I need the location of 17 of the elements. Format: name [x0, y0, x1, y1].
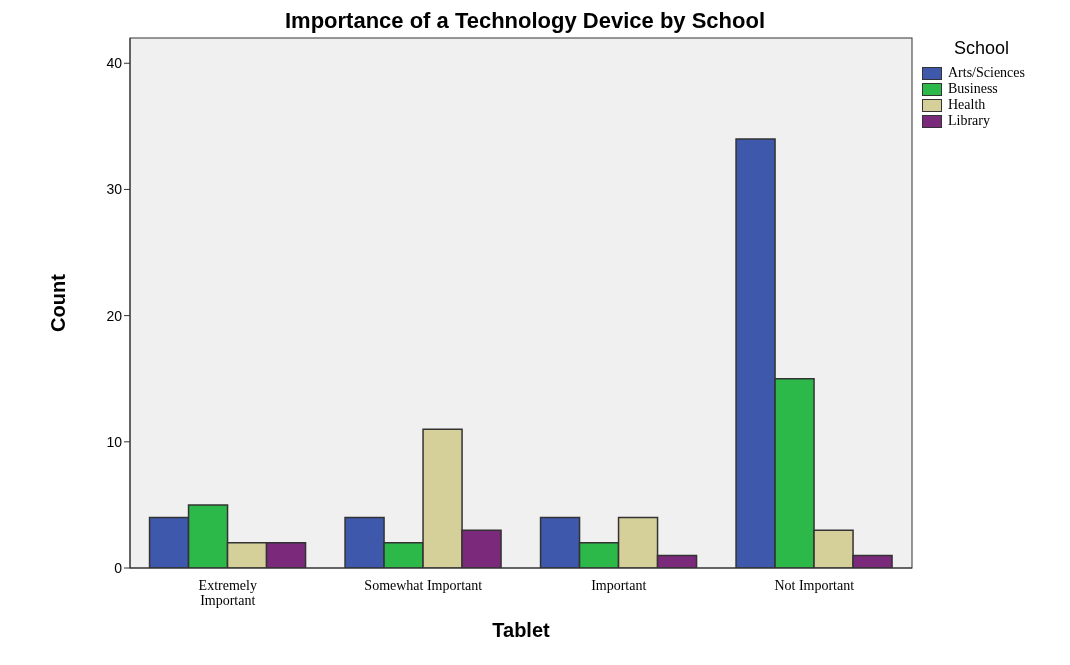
legend-label: Health: [947, 97, 987, 113]
y-tick-label: 0: [114, 559, 123, 576]
x-axis-title: Tablet: [492, 619, 551, 642]
x-tick-label: Not Important: [774, 578, 855, 593]
legend-title: School: [954, 38, 1011, 59]
y-tick-label: 20: [106, 307, 123, 324]
x-tick-label: Somewhat Important: [364, 578, 483, 593]
chart-title: Importance of a Technology Device by School: [284, 8, 766, 34]
legend-label: Business: [947, 81, 999, 97]
y-tick-label: 40: [106, 55, 123, 72]
legend-label: Arts/Sciences: [947, 65, 1026, 81]
legend-label: Library: [947, 113, 991, 129]
y-tick-label: 10: [106, 433, 123, 450]
y-axis-title: Count: [47, 273, 70, 332]
y-tick-label: 30: [106, 181, 123, 198]
x-tick-label: Important: [591, 578, 647, 593]
x-tick-label: Extremely Important: [198, 578, 257, 608]
